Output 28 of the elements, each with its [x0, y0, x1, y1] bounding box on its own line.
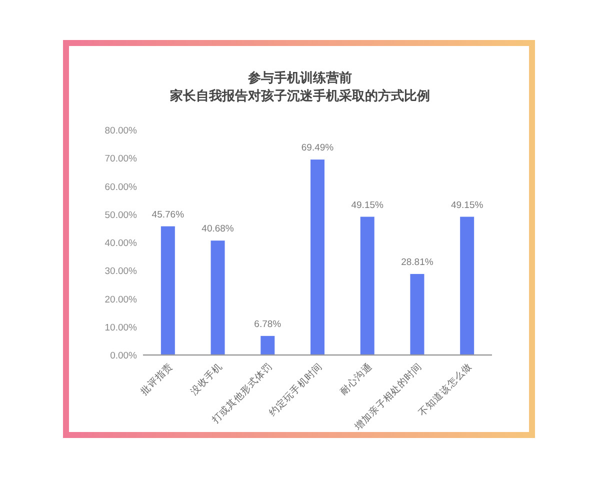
data-label: 49.15% [450, 200, 484, 211]
chart-title: 参与手机训练营前 [247, 70, 352, 85]
x-tick-label: 耐心沟通 [338, 360, 374, 398]
y-tick-label: 20.00% [104, 294, 138, 306]
data-label: 45.76% [152, 209, 185, 220]
x-tick-label: 没收手机 [188, 360, 225, 398]
y-tick-label: 40.00% [104, 238, 138, 249]
data-label: 28.81% [401, 256, 434, 268]
y-tick-label: 30.00% [104, 266, 138, 278]
y-tick-label: 60.00% [104, 182, 138, 193]
bar [310, 160, 324, 355]
data-label: 69.49% [301, 142, 334, 154]
data-label: 49.15% [351, 200, 384, 211]
data-label: 40.68% [202, 224, 234, 235]
bar [260, 336, 275, 355]
bar [160, 226, 175, 355]
bar [410, 274, 424, 355]
y-tick-label: 0.00% [110, 350, 138, 362]
data-label: 6.78% [254, 318, 282, 330]
chart-subtitle: 家长自我报告对孩子沉迷手机采取的方式比例 [169, 88, 430, 103]
y-tick-label: 50.00% [104, 210, 138, 221]
x-tick-label: 批评指责 [138, 360, 176, 398]
y-tick-label: 10.00% [104, 322, 138, 334]
y-tick-label: 80.00% [104, 126, 138, 136]
y-tick-label: 70.00% [104, 154, 138, 165]
bar [210, 240, 225, 355]
bar [460, 216, 474, 355]
bar [360, 216, 374, 355]
